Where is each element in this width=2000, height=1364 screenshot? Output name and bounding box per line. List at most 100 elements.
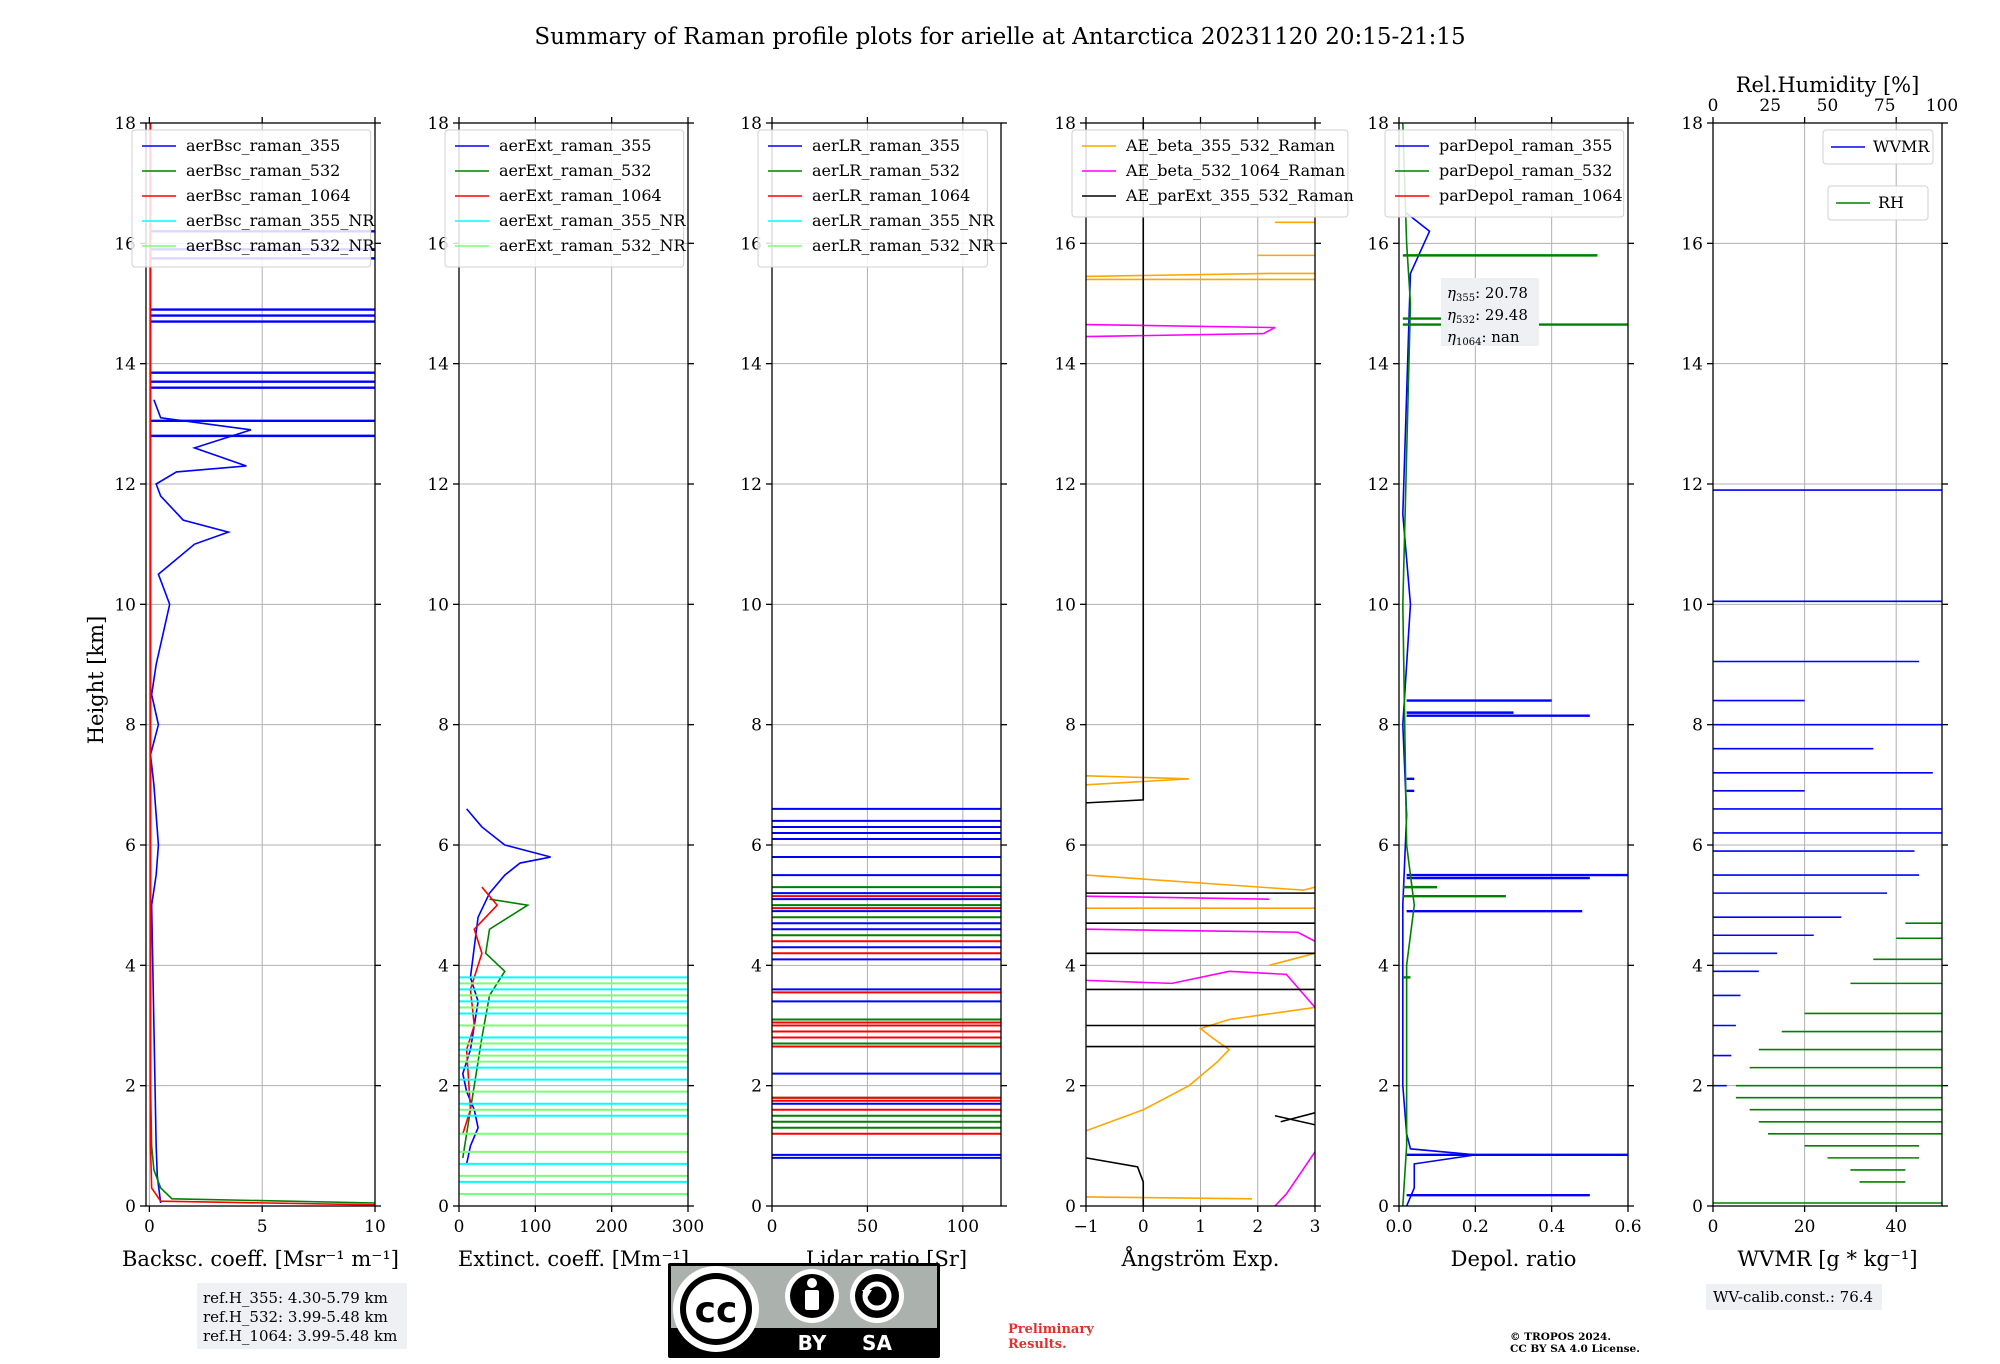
- series-AE_parExt_355_532_Raman: [1086, 123, 1315, 1206]
- x-ticks: 0 20 40: [1708, 117, 1907, 1237]
- x-tick-label: 10: [364, 1217, 386, 1237]
- series-segment: [1086, 970, 1315, 1008]
- series-RH: [1713, 922, 1942, 1204]
- series-line: [1086, 1157, 1145, 1206]
- y-tick-label: 0: [751, 1197, 762, 1217]
- legend-entry: aerExt_raman_1064: [499, 186, 662, 205]
- legend: aerBsc_raman_355 aerBsc_raman_532 aerBsc_r…: [131, 129, 375, 268]
- series-segment: [1086, 323, 1276, 338]
- y-tick-label: 0: [1065, 1197, 1076, 1217]
- legend: aerLR_raman_355 aerLR_raman_532 aerLR_rama…: [757, 129, 995, 268]
- y-tick-label: 16: [114, 234, 136, 254]
- legend-entry: aerBsc_raman_532_NR: [186, 236, 375, 255]
- legend-entry: aerBsc_raman_355: [186, 136, 340, 155]
- y-tick-label: 0: [1692, 1197, 1703, 1217]
- y-tick-label: 12: [1367, 475, 1389, 495]
- series-segment: [1274, 1114, 1315, 1126]
- copyright-line2: CC BY SA 4.0 License.: [1510, 1343, 1640, 1355]
- y-tick-label: 6: [438, 836, 449, 856]
- legend-box: [1827, 185, 1929, 221]
- y-tick-label: 14: [1054, 355, 1076, 375]
- x-tick-label: 0.6: [1614, 1217, 1641, 1237]
- legend-entry: WVMR: [1873, 137, 1930, 156]
- series-aerBsc_raman_532: [149, 123, 375, 1204]
- x-tick-label: 20: [1794, 1217, 1816, 1237]
- data-layer: [1713, 489, 1942, 1204]
- x-axis-label: WVMR [g * kg⁻¹]: [1737, 1247, 1917, 1271]
- y-tick-label: 0: [1378, 1197, 1389, 1217]
- y-tick-label: 10: [740, 595, 762, 615]
- series-segment: [1086, 272, 1315, 278]
- legend-entry: aerLR_raman_355_NR: [812, 211, 995, 230]
- grid: [146, 122, 376, 1207]
- by-label: BY: [798, 1331, 827, 1355]
- wv-calib-text: WV-calib.const.: 76.4: [1713, 1288, 1873, 1306]
- legend-entry: aerBsc_raman_532: [186, 161, 340, 180]
- x-ticks: 0.0 0.2 0.4 0.6: [1385, 117, 1642, 1237]
- series-aerExt_raman_355_NR: [459, 976, 688, 1183]
- y-tick-label: 6: [751, 836, 762, 856]
- y-tick-label: 18: [427, 114, 449, 134]
- x-axis-label: Backsc. coeff. [Msr⁻¹ m⁻¹]: [122, 1247, 399, 1271]
- y-tick-label: 10: [427, 595, 449, 615]
- x-tick-label: −1: [1073, 1217, 1098, 1237]
- x-tick-label: 300: [672, 1217, 704, 1237]
- sa-label: SA: [862, 1331, 892, 1355]
- legend-entry: aerExt_raman_355_NR: [499, 211, 687, 230]
- top-x-tick-label: 75: [1874, 96, 1896, 116]
- series-aerExt_raman_532_NR: [459, 982, 688, 1195]
- y-ticks: 0 2 4 6 8 10 12 14 16 18: [1367, 114, 1634, 1217]
- y-tick-label: 2: [1378, 1077, 1389, 1097]
- y-tick-label: 2: [125, 1077, 136, 1097]
- top-x-tick-label: 0: [1708, 96, 1719, 116]
- series-segment: [1086, 1196, 1253, 1200]
- y-tick-label: 2: [1065, 1077, 1076, 1097]
- wv-calib-box: [1706, 1284, 1882, 1310]
- sa-share-alike-icon: [850, 1269, 904, 1323]
- y-tick-label: 8: [1692, 716, 1703, 736]
- y-tick-label: 2: [751, 1077, 762, 1097]
- y-tick-label: 8: [1065, 716, 1076, 736]
- legend-entry: aerBsc_raman_355_NR: [186, 211, 375, 230]
- y-tick-label: 12: [740, 475, 762, 495]
- y-tick-label: 4: [1692, 956, 1703, 976]
- x-tick-label: 100: [947, 1217, 979, 1237]
- series-segment: [1086, 874, 1315, 891]
- x-tick-label: 100: [519, 1217, 551, 1237]
- y-tick-label: 14: [114, 355, 136, 375]
- y-tick-label: 14: [1367, 355, 1389, 375]
- y-tick-label: 16: [1367, 234, 1389, 254]
- x-ticks: 0 50 100: [767, 117, 979, 1237]
- y-tick-label: 18: [1681, 114, 1703, 134]
- ref-height-1064: ref.H_1064: 3.99-5.48 km: [203, 1327, 397, 1345]
- series-aerLR_raman_355: [772, 807, 1001, 1159]
- y-tick-label: 4: [125, 956, 136, 976]
- y-tick-label: 16: [427, 234, 449, 254]
- y-tick-label: 4: [1065, 956, 1076, 976]
- panel-5: 0 2 4 6 8 10 12 14 16 18 0.0 0.2 0.4 0.6 Depol. ratio p…: [1367, 114, 1641, 1271]
- panel-2: 0 2 4 6 8 10 12 14 16 18 0 100 200 300 Extinct. coeff.…: [427, 114, 704, 1271]
- legend-entry: aerLR_raman_532: [812, 161, 960, 180]
- ref-height-532: ref.H_532: 3.99-5.48 km: [203, 1308, 388, 1326]
- legend-box: [1822, 129, 1934, 165]
- by-person-icon: [785, 1269, 839, 1323]
- y-tick-label: 4: [751, 956, 762, 976]
- axes-frame: [1398, 122, 1629, 1207]
- axes-frame: [145, 122, 376, 1207]
- x-tick-label: 40: [1885, 1217, 1907, 1237]
- y-tick-label: 0: [125, 1197, 136, 1217]
- y-tick-label: 4: [438, 956, 449, 976]
- y-tick-label: 6: [1692, 836, 1703, 856]
- cc-logo-text: cc: [695, 1290, 738, 1331]
- data-layer: [1086, 123, 1315, 1206]
- series-segment: [1086, 928, 1315, 942]
- legend-box: [444, 129, 685, 268]
- y-tick-label: 18: [1054, 114, 1076, 134]
- legend-entry: aerExt_raman_532: [499, 161, 652, 180]
- legend-box: [757, 129, 988, 268]
- y-tick-label: 16: [1054, 234, 1076, 254]
- series-line: [149, 123, 375, 1206]
- y-tick-label: 10: [114, 595, 136, 615]
